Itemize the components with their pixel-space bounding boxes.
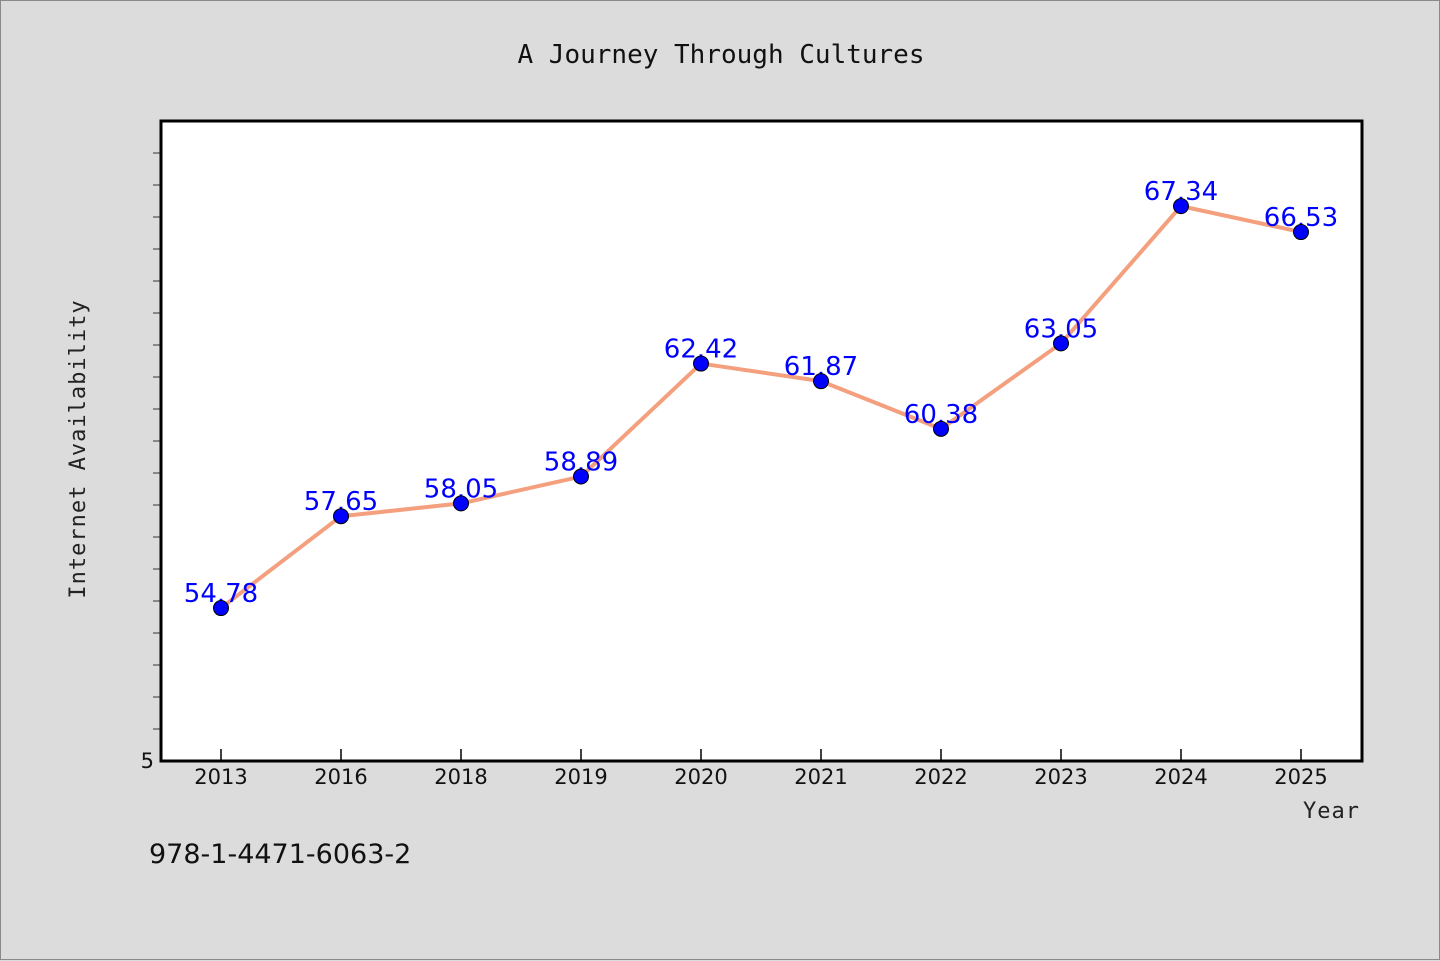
x-tick-label: 2013 [194, 765, 247, 789]
data-point [813, 373, 829, 390]
y-tick-label: 5 [141, 749, 154, 773]
isbn-text: 978-1-4471-6063-2 [149, 839, 411, 870]
x-tick-label: 2022 [914, 765, 967, 789]
data-point [933, 420, 949, 437]
chart-title: A Journey Through Cultures [518, 40, 925, 70]
x-tick-label: 2024 [1154, 765, 1207, 789]
x-tick-label: 2018 [434, 765, 487, 789]
x-axis-ticks: 2013 2016 2018 2019 2020 2021 2022 2023 2024 2025 [194, 749, 1328, 789]
plot-border [159, 119, 1364, 763]
data-point [573, 468, 589, 485]
data-point [333, 508, 349, 525]
x-tick-label: 2016 [314, 765, 367, 789]
x-tick-label: 2025 [1274, 765, 1327, 789]
data-point [1173, 198, 1189, 215]
x-axis-label: Year [1303, 799, 1360, 824]
x-tick-label: 2021 [794, 765, 847, 789]
y-axis-ticks [153, 152, 160, 730]
data-point [693, 355, 709, 372]
x-tick-label: 2019 [554, 765, 607, 789]
x-tick-label: 2023 [1034, 765, 1087, 789]
data-point [453, 495, 469, 512]
data-point [213, 600, 229, 617]
data-point [1053, 335, 1069, 352]
x-tick-label: 2020 [674, 765, 727, 789]
data-point [1293, 224, 1309, 241]
plot-area [161, 121, 1362, 761]
series-line [219, 204, 1303, 611]
y-axis-label: Internet Availability [66, 299, 91, 598]
